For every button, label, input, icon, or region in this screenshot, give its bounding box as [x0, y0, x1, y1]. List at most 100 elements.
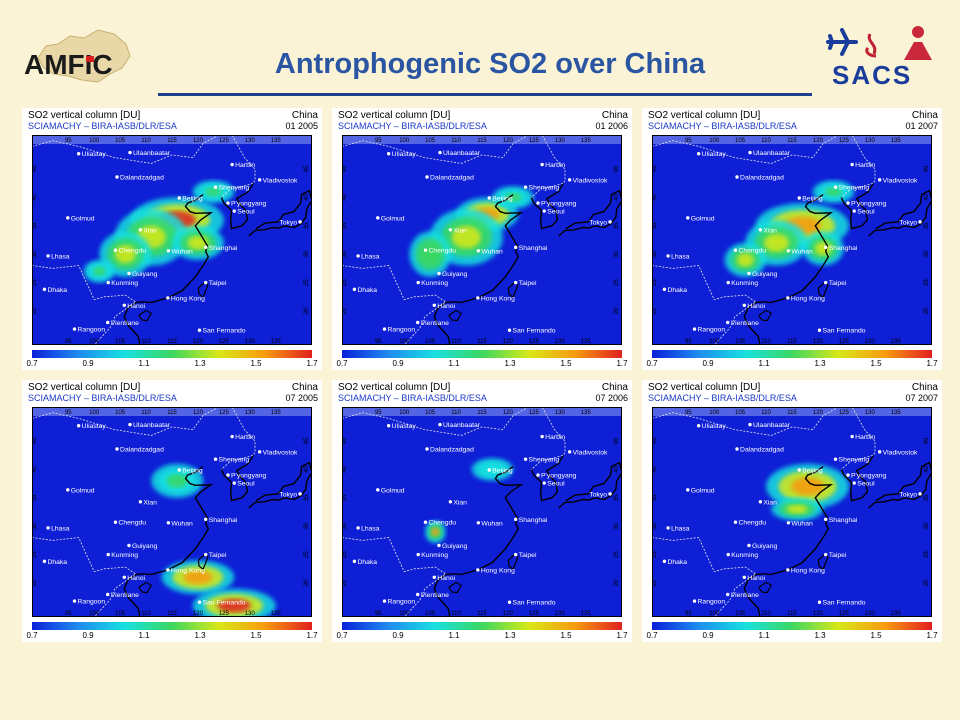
lon-tick-label: 135	[271, 410, 282, 416]
city-marker	[846, 201, 850, 205]
city-label: Hong Kong	[791, 295, 825, 302]
colorbar-tick-label: 1.1	[758, 359, 770, 368]
city-marker	[76, 152, 81, 156]
lat-tick-label: 20	[32, 579, 38, 586]
panel-region: China	[911, 382, 938, 393]
panel-title: SO2 vertical column [DU]	[28, 382, 141, 393]
map-frame	[652, 407, 932, 617]
city-label: Shenyang	[839, 457, 870, 464]
lon-tick-label: 125	[219, 410, 230, 416]
so2-map: Uliastay Ulaanbaatar Harbin Vladivostok Dala…	[32, 407, 312, 617]
lat-tick-label: 45	[614, 437, 620, 444]
taiwan-coastline	[197, 552, 209, 571]
city-label: Dhaka	[667, 287, 687, 294]
lat-tick-label: 25	[342, 279, 348, 286]
hainan-coastline	[448, 309, 463, 322]
lon-tick-label: 120	[193, 611, 204, 617]
lon-tick-label: 110	[451, 410, 461, 416]
lat-tick-label: 30	[924, 250, 930, 257]
city-label: Rangoon	[78, 327, 106, 334]
lon-tick-label: 135	[891, 339, 902, 345]
lat-tick-label: 30	[304, 250, 310, 257]
city-label: Tokyo	[899, 491, 917, 498]
so2-hotspot	[484, 464, 501, 474]
lat-tick-label: 20	[614, 579, 620, 586]
city-label: Guiyang	[442, 271, 468, 278]
city-marker	[692, 327, 697, 331]
panel-source: SCIAMACHY – BIRA-IASB/DLR/ESA	[28, 121, 177, 131]
lat-tick-label: 45	[342, 165, 348, 172]
city-label: Vladivostok	[883, 449, 918, 456]
lon-tick-label: 95	[65, 138, 72, 144]
lon-tick-label: 110	[761, 138, 771, 144]
city-label: Lhasa	[51, 525, 70, 532]
lon-tick-label: 130	[245, 410, 256, 416]
city-label: P'yongyang	[541, 473, 577, 480]
lon-tick-label: 105	[735, 611, 746, 617]
colorbar-tick-label: 1.5	[870, 631, 882, 640]
colorbar-tick-label: 0.9	[392, 359, 404, 368]
lon-tick-label: 135	[891, 611, 902, 617]
city-label: Golmud	[691, 215, 715, 222]
lon-tick-label: 100	[89, 339, 100, 345]
city-label: Taipei	[209, 552, 227, 559]
city-label: Dalandzadgad	[120, 447, 164, 454]
lat-tick-label: 30	[652, 522, 658, 529]
city-label: Guiyang	[752, 271, 778, 278]
city-marker	[824, 245, 828, 250]
lon-tick-label: 120	[503, 410, 514, 416]
lon-tick-label: 110	[761, 410, 771, 416]
city-label: Hong Kong	[481, 567, 515, 574]
sacs-logo: SACS	[818, 22, 948, 94]
lat-tick-label: 20	[32, 307, 38, 314]
national-border	[342, 135, 530, 164]
city-label: Harbin	[855, 434, 875, 441]
city-label: Harbin	[545, 162, 565, 169]
city-label: Seoul	[547, 209, 565, 216]
city-label: P'yongyang	[851, 473, 887, 480]
city-label: Wuhan	[791, 520, 813, 527]
so2-hotspot	[825, 187, 842, 197]
city-label: Seoul	[857, 481, 875, 488]
city-label: Seoul	[237, 481, 255, 488]
colorbar-tick-label: 1.5	[250, 631, 262, 640]
colorbar-tick-label: 1.7	[306, 631, 318, 640]
city-label: Shenyang	[529, 457, 560, 464]
lon-tick-label: 105	[115, 339, 126, 345]
city-label: Beijing	[492, 196, 513, 203]
lon-tick-label: 120	[193, 410, 204, 416]
colorbar-tick-label: 1.5	[870, 359, 882, 368]
colorbar-tick-label: 1.1	[758, 631, 770, 640]
city-marker	[476, 568, 480, 572]
korea-coastline	[530, 182, 564, 230]
lon-tick-label: 105	[735, 410, 746, 416]
taiwan-coastline	[507, 552, 519, 571]
city-marker	[423, 520, 428, 524]
city-label: Tokyo	[279, 219, 297, 226]
city-marker	[226, 473, 230, 477]
lat-tick-label: 35	[924, 494, 930, 501]
city-label: Guiyang	[442, 543, 468, 550]
city-label: Beijing	[182, 468, 203, 475]
city-label: Beijing	[802, 196, 823, 203]
taiwan-coastline	[507, 280, 519, 299]
city-label: Vientiane	[731, 320, 759, 327]
korea-coastline	[840, 454, 874, 502]
city-marker	[686, 216, 690, 220]
city-label: Dhaka	[357, 287, 377, 294]
city-label: Dalandzadgad	[430, 175, 474, 182]
city-marker	[797, 196, 801, 200]
colorbar-tick-label: 0.7	[646, 359, 658, 368]
colorbar-labels: 0.7 0.9 1.1 1.3 1.5 1.7	[336, 631, 628, 641]
lon-tick-label: 115	[477, 611, 487, 617]
city-label: San Fernando	[202, 600, 245, 607]
lon-tick-label: 95	[375, 339, 382, 345]
city-label: Vladivostok	[573, 177, 608, 184]
city-marker	[542, 481, 546, 485]
colorbar-tick-label: 1.7	[306, 359, 318, 368]
city-label: Uliastay	[702, 423, 727, 430]
city-marker	[608, 492, 612, 496]
panel-title: SO2 vertical column [DU]	[338, 110, 451, 121]
city-marker	[833, 185, 838, 189]
city-marker	[487, 196, 491, 200]
